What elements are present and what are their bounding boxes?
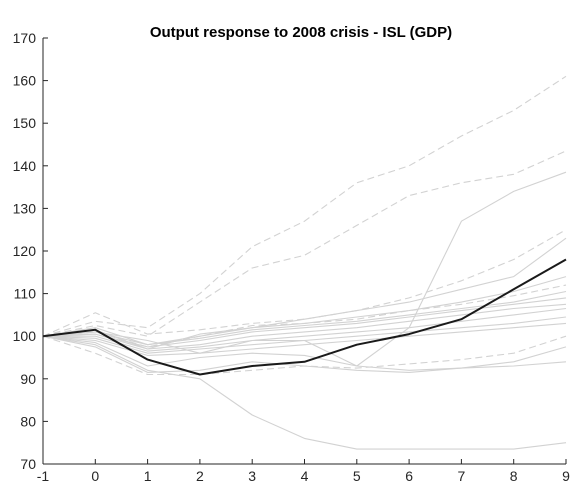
y-tick-label: 80 bbox=[20, 413, 36, 429]
axes: 70 80 90 100 110 120 130 140 150 160 170 -1 0 1 2 3 4 5 6 7… bbox=[13, 30, 570, 484]
chart-title: Output response to 2008 crisis - ISL (GD… bbox=[150, 24, 452, 41]
x-tick-label: 8 bbox=[510, 468, 518, 484]
y-tick-label: 160 bbox=[13, 73, 37, 89]
x-tick-label: 1 bbox=[144, 468, 152, 484]
y-tick-label: 90 bbox=[20, 371, 36, 387]
y-tick-label: 110 bbox=[14, 286, 37, 302]
x-tick-label: -1 bbox=[37, 468, 50, 484]
series-lines bbox=[43, 76, 566, 449]
series-line-comparison-5 bbox=[43, 238, 566, 345]
series-line-comparison-10 bbox=[43, 304, 566, 349]
y-tick-label: 120 bbox=[13, 243, 37, 259]
y-tick-label: 70 bbox=[20, 456, 36, 472]
x-tick-label: 9 bbox=[562, 468, 570, 484]
y-tick-label: 170 bbox=[13, 30, 37, 46]
x-tick-label: 2 bbox=[196, 468, 204, 484]
series-line-comparison-17 bbox=[43, 336, 566, 449]
y-tick-label: 130 bbox=[13, 200, 37, 216]
y-tick-label: 100 bbox=[13, 328, 37, 344]
series-line-comparison-7 bbox=[43, 285, 566, 347]
x-tick-label: 4 bbox=[301, 468, 309, 484]
y-tick-label: 140 bbox=[13, 158, 37, 174]
x-tick-label: 7 bbox=[458, 468, 466, 484]
x-tick-label: 6 bbox=[405, 468, 413, 484]
y-tick-label: 150 bbox=[13, 115, 37, 131]
x-tick-label: 3 bbox=[248, 468, 256, 484]
series-line-comparison-2 bbox=[43, 151, 566, 336]
x-tick-label: 5 bbox=[353, 468, 361, 484]
series-line-comparison-3 bbox=[43, 172, 566, 366]
x-tick-label: 0 bbox=[91, 468, 99, 484]
